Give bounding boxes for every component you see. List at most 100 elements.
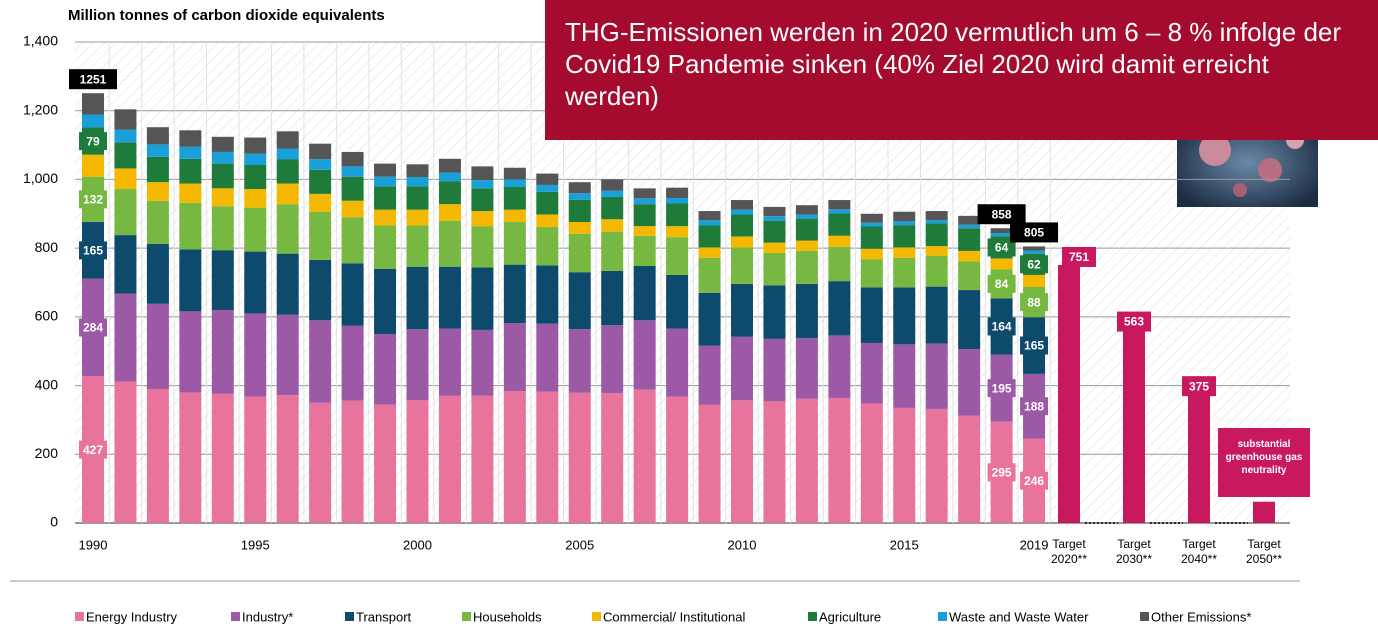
bar-segment [763,206,786,217]
bar-segment [341,325,364,401]
target-bar [1188,394,1210,523]
bar-segment [244,313,267,397]
legend-swatch [592,612,601,621]
bar-segment [893,211,916,222]
bar-segment [860,259,883,288]
bar-segment [860,213,883,223]
bar-segment [731,283,753,337]
legend-label: Agriculture [819,609,881,624]
bar-segment [763,401,786,523]
bar-segment [731,336,753,401]
bar-segment [698,247,721,258]
bar-segment [763,216,786,221]
target-label-box [1117,311,1151,332]
bar-segment [114,109,137,130]
bar-segment [374,404,397,523]
bar-segment [146,389,169,523]
data-label-box [1020,293,1049,312]
bar-segment [244,153,267,165]
bar-segment [828,235,851,247]
bar-segment [471,180,494,189]
bar-segment [536,184,559,192]
bar-segment [244,137,267,154]
data-label-box [79,440,107,459]
bar-segment [795,240,818,251]
bar-segment [406,329,429,401]
bar-segment [244,251,267,314]
legend-label: Energy Industry [86,609,178,624]
legend-label: Commercial/ Institutional [603,609,745,624]
bar-segment [179,311,202,393]
y-tick-label: 1,000 [23,170,58,186]
bar-segment [860,403,883,523]
bar-segment [114,129,137,143]
legend-swatch [231,612,240,621]
data-label: 165 [1024,339,1044,353]
bar-segment [536,265,559,324]
bar-segment [601,190,624,197]
bar-segment [309,143,332,160]
bar-segment [763,285,786,339]
bar-segment [795,205,818,215]
bar-segment [925,219,948,224]
bar-segment [828,209,851,214]
bar-segment [341,200,364,218]
bar-segment [211,309,234,394]
y-tick-label: 800 [35,239,59,255]
bar-segment [438,181,461,205]
bar-segment [958,415,981,523]
bar-segment [146,156,169,183]
bar-segment [763,338,786,402]
bar-segment [698,220,721,226]
data-label: 295 [992,465,1012,479]
data-label-box [79,241,107,260]
data-label-box [987,238,1016,257]
target-category-label: Target 2030** [1115,537,1153,566]
bar-segment [341,217,364,264]
bar-segment [179,130,202,147]
data-label-box [987,463,1016,482]
bar-segment [698,292,721,346]
bar-segment [276,253,299,315]
bar-segment [82,154,104,177]
bar-segment [503,179,526,187]
x-tick-label: 2000 [403,537,432,552]
bar-segment [114,293,137,382]
legend-swatch [345,612,354,621]
bar-segment [471,395,494,523]
bar-segment [893,287,916,345]
bar-segment [211,393,234,523]
bar-segment [666,237,689,275]
bar-segment [633,198,656,205]
bar-segment [114,168,137,190]
bar-segment [503,209,526,223]
bar-segment [471,188,494,212]
bar-segment [698,345,721,405]
legend-label: Waste and Waste Water [949,609,1089,624]
bar-segment [731,214,753,237]
bar-segment [990,228,1013,234]
data-label: 64 [995,241,1009,255]
bar-segment [893,407,916,523]
bar-segment [601,196,624,220]
bar-segment [568,329,591,393]
bar-segment [860,287,883,343]
bar-segment [633,188,656,199]
legend-swatch [462,612,471,621]
bar-segment [731,209,753,215]
bar-segment [211,163,234,189]
bar-segment [860,342,883,404]
data-label: 284 [83,321,103,335]
bar-segment [244,164,267,190]
legend-label: Industry* [242,609,293,624]
total-label-box [1010,222,1059,243]
bar-segment [309,169,332,194]
bar-segment [893,247,916,258]
bar-segment [374,186,397,210]
bar-segment [341,176,364,201]
bar-segment [406,400,429,523]
bar-segment [438,266,461,329]
data-label: 188 [1024,399,1044,413]
bar-segment [958,290,981,350]
